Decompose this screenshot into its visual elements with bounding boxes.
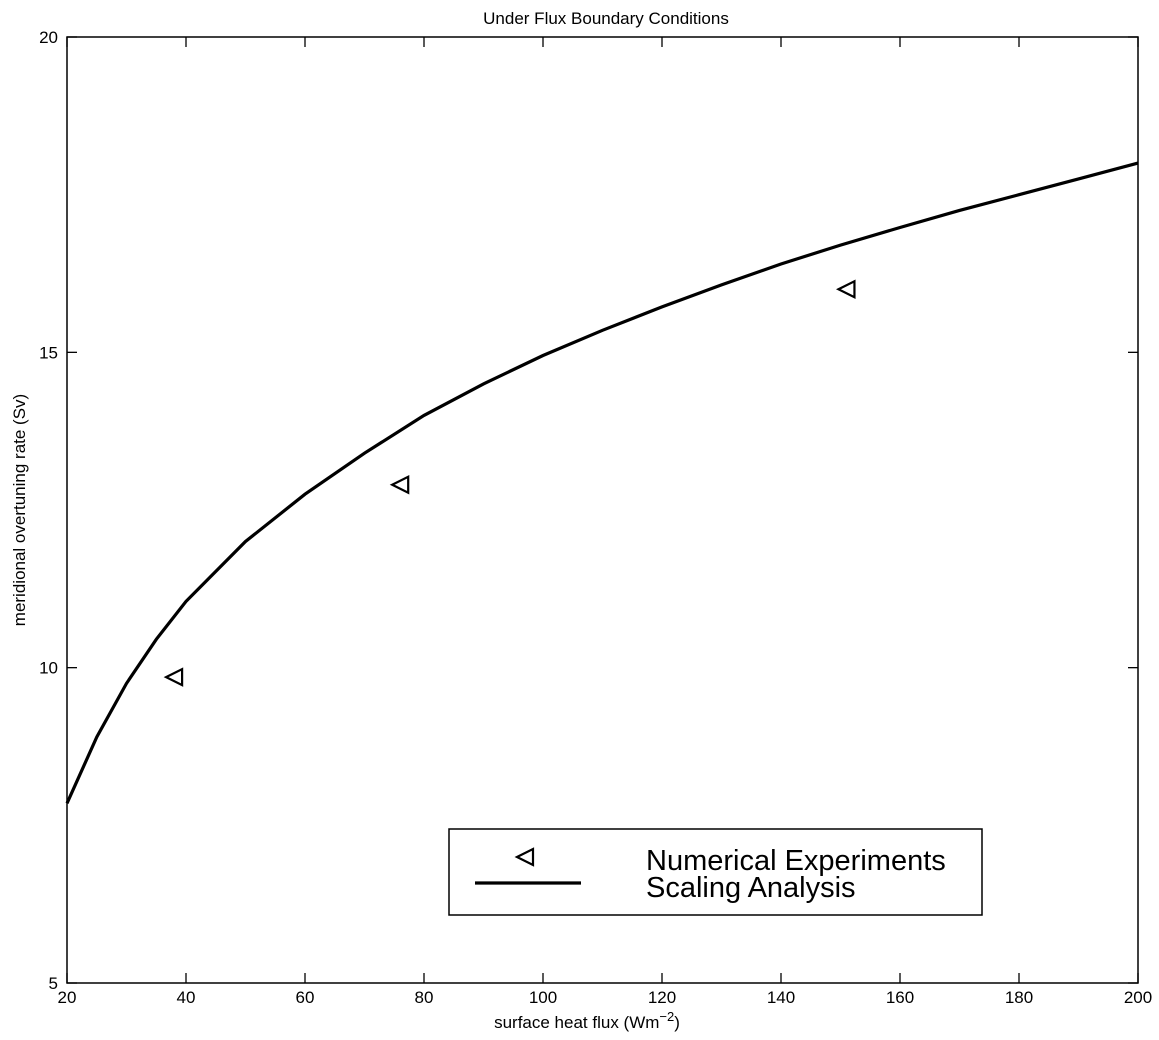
- chart-title: Under Flux Boundary Conditions: [483, 9, 729, 28]
- y-tick-label: 15: [39, 343, 58, 362]
- plot-area-frame: [66, 36, 1139, 984]
- x-tick-labels: 20 40 60 80 100 120 140 160 180 200: [58, 988, 1153, 1007]
- axis-ticks: [66, 36, 1139, 984]
- legend-label-numerical-experiments: Numerical Experiments: [646, 845, 946, 877]
- numerical-experiment-markers: [163, 279, 856, 687]
- x-tick-label: 200: [1124, 988, 1152, 1007]
- x-tick-label: 60: [296, 988, 315, 1007]
- legend-box: [448, 828, 983, 916]
- y-axis-label: meridional overtuning rate (Sv): [10, 394, 29, 626]
- legend-label-scaling-analysis: Scaling Analysis: [646, 872, 856, 904]
- x-tick-label: 180: [1005, 988, 1033, 1007]
- data-point-marker: [163, 667, 184, 687]
- legend: Numerical Experiments Scaling Analysis: [448, 828, 983, 916]
- x-tick-label: 40: [177, 988, 196, 1007]
- scaling-analysis-line: [65, 161, 1139, 804]
- y-tick-labels: 5 10 15 20: [39, 28, 58, 993]
- x-tick-label: 100: [529, 988, 557, 1007]
- x-axis-label: surface heat flux (Wm−2): [494, 1009, 680, 1032]
- x-axis-label-exponent: −2: [659, 1009, 674, 1024]
- x-tick-label: 140: [767, 988, 795, 1007]
- y-tick-label: 5: [49, 974, 58, 993]
- data-point-marker: [835, 279, 856, 300]
- x-tick-label: 120: [648, 988, 676, 1007]
- x-tick-label: 160: [886, 988, 914, 1007]
- x-tick-label: 80: [415, 988, 434, 1007]
- data-point-marker: [389, 474, 410, 495]
- legend-triangle-marker: [514, 847, 535, 867]
- y-tick-label: 10: [39, 659, 58, 678]
- x-tick-label: 20: [58, 988, 77, 1007]
- y-tick-label: 20: [39, 28, 58, 47]
